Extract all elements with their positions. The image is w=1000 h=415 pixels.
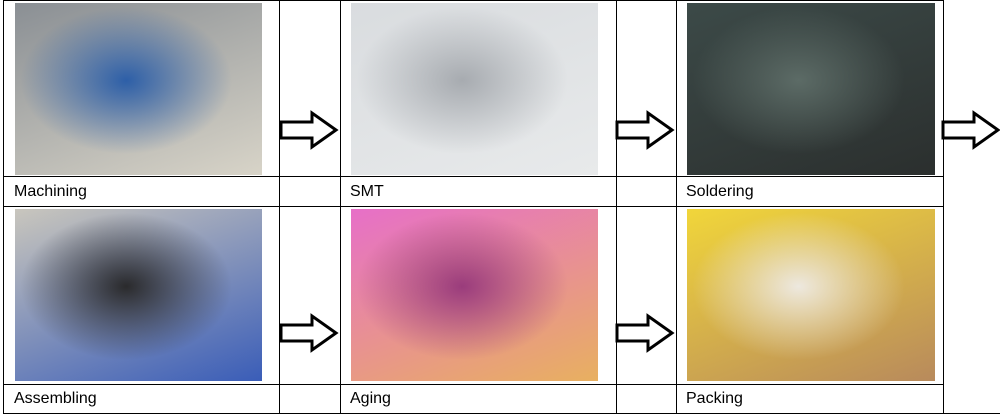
press-machine-photo [15,3,262,175]
table-border [676,0,677,414]
aging-rack-photo [351,209,598,381]
table-border [3,413,1000,414]
right-arrow-icon [941,110,1000,150]
step-label-assembling: Assembling [14,390,97,407]
right-arrow-icon [615,313,675,353]
right-arrow-icon [615,110,675,150]
right-arrow-icon [279,313,339,353]
packing-photo [687,209,935,381]
right-arrow-icon [279,110,339,150]
assembling-photo [15,209,262,381]
table-border [3,384,943,385]
table-border [3,0,4,414]
step-label-soldering: Soldering [686,183,754,200]
table-border [279,0,280,414]
table-border [616,0,617,414]
table-border [3,0,943,1]
step-label-packing: Packing [686,390,743,407]
table-border [943,0,944,414]
smt-line-photo [351,3,598,175]
step-label-smt: SMT [350,183,384,200]
table-border [340,0,341,414]
soldering-photo [687,3,935,175]
step-label-aging: Aging [350,390,391,407]
table-border [3,176,943,177]
table-border [3,206,943,207]
step-label-machining: Machining [14,183,87,200]
